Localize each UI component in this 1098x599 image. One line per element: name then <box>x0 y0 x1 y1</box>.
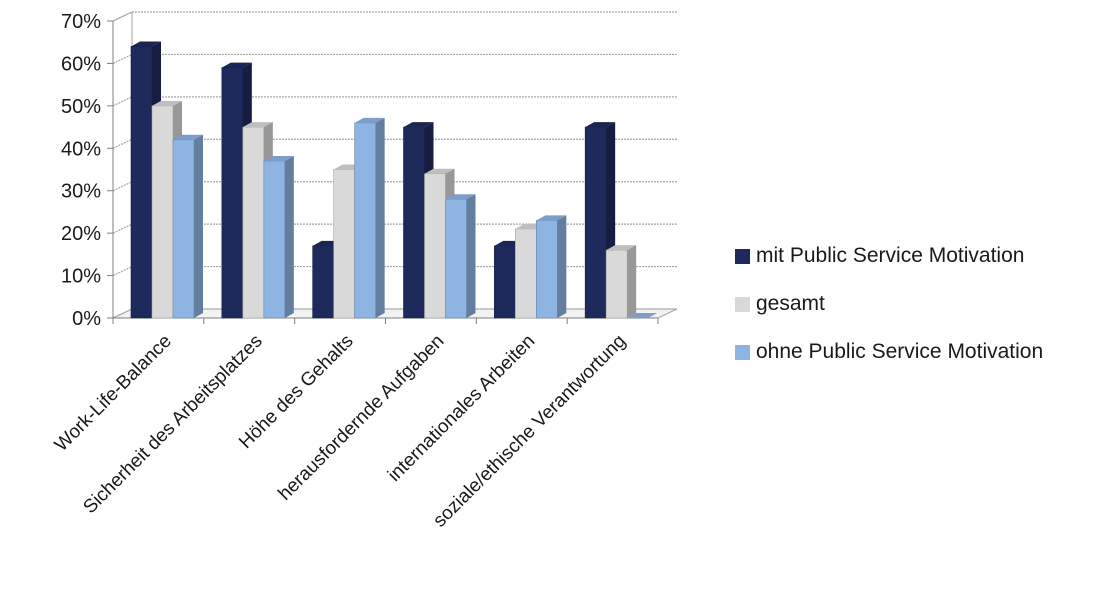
bar <box>494 245 516 319</box>
bar-top <box>152 100 182 106</box>
x-category-label: Sicherheit des Arbeitsplatzes <box>79 331 266 518</box>
bar <box>354 122 376 319</box>
y-tick-label: 50% <box>61 96 101 118</box>
y-tick-label: 70% <box>61 11 101 33</box>
bar-top <box>536 215 567 221</box>
bar <box>151 105 174 319</box>
bar <box>242 126 265 319</box>
legend-item-ohne-psm: ohne Public Service Motivation <box>735 328 1043 376</box>
bar-top <box>606 245 637 251</box>
legend-label-gesamt: gesamt <box>756 292 825 315</box>
bar-top <box>403 122 434 128</box>
bar-top <box>131 41 161 47</box>
bar <box>605 249 628 319</box>
bar <box>312 245 334 319</box>
legend-swatch-gesamt <box>735 296 750 312</box>
legend-label-ohne-psm: ohne Public Service Motivation <box>756 340 1044 363</box>
bar-side <box>557 215 567 318</box>
bar <box>221 67 244 319</box>
x-category-label: herausfordernde Aufgaben <box>274 331 448 505</box>
bar-top <box>173 134 203 140</box>
bar-top <box>263 156 294 162</box>
bar-top <box>354 117 385 123</box>
bar <box>584 126 607 319</box>
y-tick-label: 30% <box>61 181 101 203</box>
bar <box>403 126 425 319</box>
bar-side <box>284 156 294 318</box>
bar-top <box>445 194 476 200</box>
bar-top <box>627 313 658 318</box>
bar <box>445 198 467 319</box>
bar-side <box>466 194 476 318</box>
bar-top <box>242 122 273 128</box>
bar <box>130 46 153 319</box>
bar-top <box>221 62 252 68</box>
bar-top <box>585 122 616 128</box>
gridline <box>112 11 677 22</box>
x-category-label: soziale/ethische Verantwortung <box>429 331 630 532</box>
bar-side <box>194 134 203 318</box>
legend-label-mit-psm: mit Public Service Motivation <box>756 244 1025 267</box>
legend-item-mit-psm: mit Public Service Motivation <box>735 232 1043 280</box>
bar-side <box>627 245 637 318</box>
y-tick-label: 20% <box>61 223 101 245</box>
bar <box>536 220 558 319</box>
legend-item-gesamt: gesamt <box>735 280 1043 328</box>
legend: mit Public Service Motivation gesamt ohn… <box>735 232 1043 376</box>
bar <box>333 169 355 319</box>
legend-swatch-mit-psm <box>735 248 750 264</box>
bar-top <box>424 168 455 174</box>
side-wall <box>112 11 133 319</box>
bar <box>515 228 537 319</box>
legend-swatch-ohne-psm <box>735 344 750 360</box>
y-tick-label: 60% <box>61 53 101 75</box>
bar <box>424 173 446 319</box>
y-tick-label: 10% <box>61 266 101 288</box>
y-tick-label: 0% <box>72 308 101 330</box>
gridline <box>112 96 677 107</box>
bar-side <box>375 117 385 318</box>
x-category-label: internationales Arbeiten <box>384 331 539 486</box>
bar <box>263 160 286 319</box>
bar <box>172 139 195 319</box>
gridline <box>112 53 677 64</box>
y-tick-label: 40% <box>61 138 101 160</box>
